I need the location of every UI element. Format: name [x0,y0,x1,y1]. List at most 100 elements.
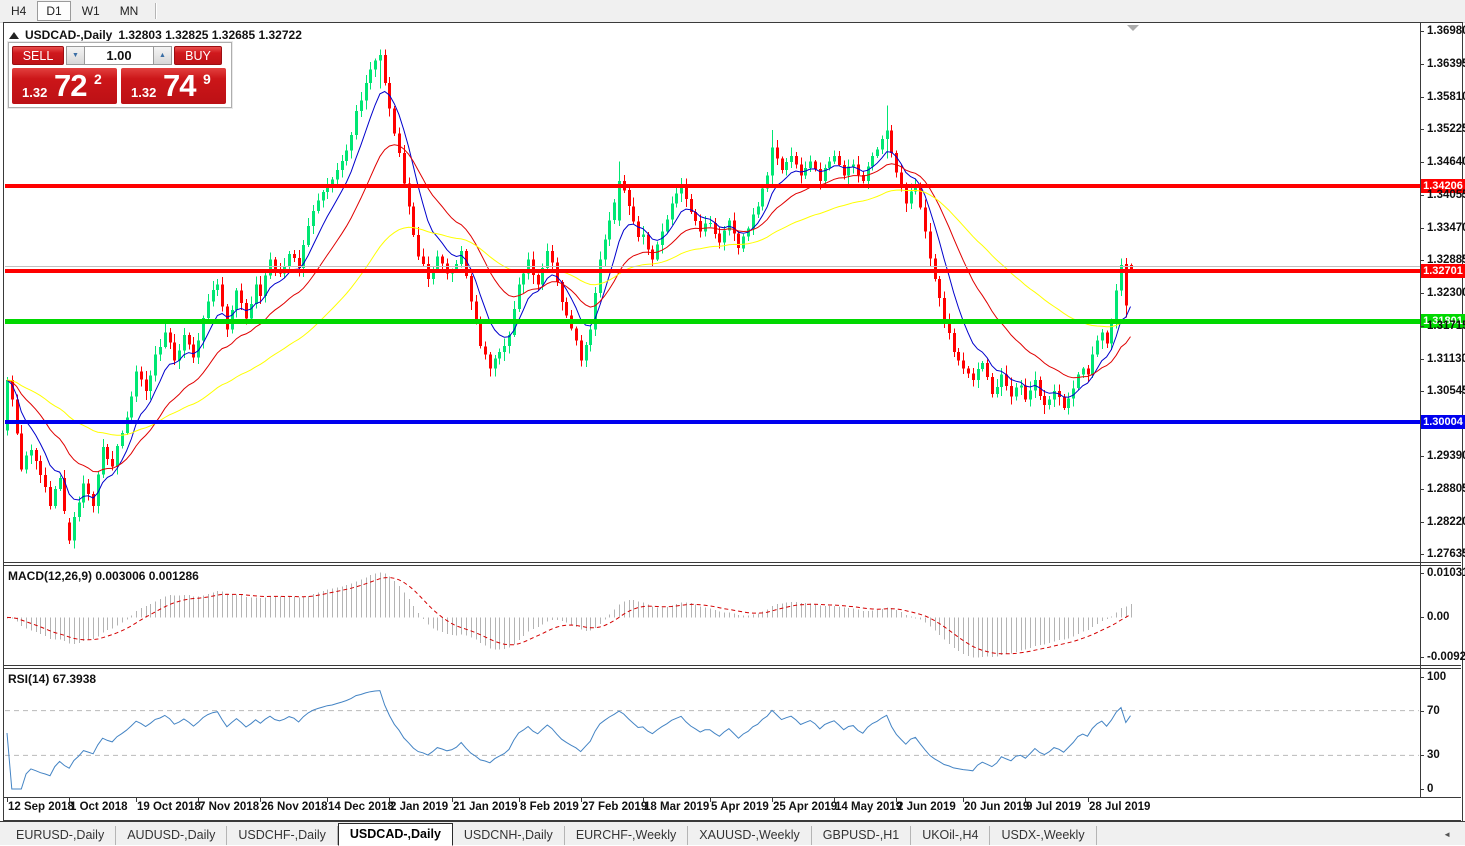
ma-slow-line [6,189,1131,436]
sell-price-panel[interactable]: 1.32 72 2 [12,68,117,104]
timeframe-button-d1[interactable]: D1 [37,1,71,21]
date-axis-label: 27 Feb 2019 [582,801,648,813]
price-axis-tick [1420,522,1424,523]
price-axis-tick-label: 1.30545 [1427,385,1465,397]
date-axis-tick [834,798,835,802]
rsi-separator-bottom [4,668,1461,669]
main-price-chart[interactable] [5,24,1419,561]
timeframe-toolbar: H4 D1 W1 MN [0,0,1465,23]
timeframe-button-w1[interactable]: W1 [81,4,100,18]
macd-indicator-chart[interactable] [5,567,1419,662]
ma-fast-line [6,90,1131,501]
rsi-axis-tick [1420,677,1424,678]
horizontal-level-line-1.30004[interactable] [5,420,1420,424]
sell-button[interactable]: SELL [12,46,64,65]
price-axis-tick-label: 1.36980 [1427,25,1465,37]
date-axis-label: 20 Jun 2019 [964,801,1030,813]
macd-histogram [7,572,1132,658]
one-click-trading-widget: SELL ▼ 1.00 ▲ BUY 1.32 72 2 1.32 74 9 [8,42,232,108]
date-axis-tick [7,798,8,802]
collapse-triangle-icon[interactable] [9,31,19,39]
date-axis-tick [389,798,390,802]
horizontal-level-line[interactable] [5,266,1420,267]
date-axis-tick [260,798,261,802]
rsi-axis-tick [1420,711,1424,712]
date-axis-tick [452,798,453,802]
date-axis-label: 5 Apr 2019 [711,801,769,813]
tab-scroll-arrow-icon[interactable]: ◄ [1443,830,1451,839]
macd-axis-tick-label: 0.010311 [1427,567,1465,579]
price-axis-tick [1420,129,1424,130]
rsi-label: RSI(14) 67.3938 [8,672,97,686]
price-axis-tick-label: 1.29390 [1427,450,1465,462]
rsi-line [6,690,1131,790]
macd-axis-tick [1420,617,1424,618]
buy-button[interactable]: BUY [174,46,222,65]
tab-usdx-weekly[interactable]: USDX-,Weekly [990,826,1097,845]
macd-signal-line [6,576,1131,655]
date-axis-label: 8 Feb 2019 [520,801,579,813]
volume-decrease-button[interactable]: ▼ [66,46,85,65]
window-bottom-border [4,820,1461,821]
timeframe-button-h4[interactable]: H4 [11,4,27,18]
rsi-separator-top[interactable] [4,665,1461,666]
rsi-indicator-chart[interactable] [5,670,1419,796]
price-level-label: 1.32701 [1421,264,1465,278]
date-axis-label: 2 Jun 2019 [897,801,956,813]
date-axis-tick [1088,798,1089,802]
price-level-label: 1.34206 [1421,179,1465,193]
timeframe-button-mn[interactable]: MN [119,4,139,18]
price-axis-tick [1420,228,1424,229]
horizontal-level-line-1.31801[interactable] [5,319,1420,324]
date-axis-tick [643,798,644,802]
price-axis-tick-label: 1.28220 [1427,516,1465,528]
sell-price-prefix: 1.32 [22,85,48,100]
tab-xauusd-weekly[interactable]: XAUUSD-,Weekly [688,826,812,845]
date-axis-label: 2 Jan 2019 [390,801,449,813]
tab-usdchf-daily[interactable]: USDCHF-,Daily [227,826,338,845]
price-axis-tick-label: 1.32300 [1427,287,1465,299]
price-axis-tick-label: 1.28805 [1427,483,1465,495]
buy-price-panel[interactable]: 1.32 74 9 [121,68,226,104]
tab-audusd-daily[interactable]: AUDUSD-,Daily [116,826,228,845]
tab-usdcnh-daily[interactable]: USDCNH-,Daily [453,826,565,845]
date-axis-label: 7 Nov 2018 [199,801,260,813]
date-axis-separator [4,797,1461,798]
date-axis-label: 28 Jul 2019 [1089,801,1151,813]
volume-input[interactable]: 1.00 [85,46,153,65]
tab-eurusd-daily[interactable]: EURUSD-,Daily [5,826,117,845]
horizontal-level-line-1.34206[interactable] [5,184,1420,188]
volume-increase-button[interactable]: ▲ [153,46,172,65]
rsi-axis-tick-label: 30 [1427,749,1440,761]
macd-axis-tick-label: -0.009203 [1427,651,1465,663]
sell-price-big: 72 [54,68,87,103]
horizontal-level-line-1.32701[interactable] [5,269,1420,273]
macd-label: MACD(12,26,9) 0.003006 0.001286 [8,569,199,583]
date-axis-tick [519,798,520,802]
macd-axis-tick-label: 0.00 [1427,611,1450,623]
date-axis-tick [581,798,582,802]
toolbar-separator [155,3,157,19]
tab-ukoil-h4[interactable]: UKOil-,H4 [911,826,991,845]
price-axis-tick-label: 1.31715 [1427,320,1465,332]
price-axis-tick-label: 1.36395 [1427,58,1465,70]
tab-eurchf-weekly[interactable]: EURCHF-,Weekly [565,826,689,845]
price-axis-tick [1420,326,1424,327]
candles [6,49,1133,549]
symbol-period-label: USDCAD-,Daily [25,28,113,42]
tab-usdcad-daily[interactable]: USDCAD-,Daily [337,823,453,846]
chart-shift-marker-icon[interactable] [1127,25,1139,31]
price-axis-tick [1420,554,1424,555]
date-axis-label: 21 Jan 2019 [453,801,518,813]
tab-gbpusd-h1[interactable]: GBPUSD-,H1 [812,826,912,845]
price-axis-tick [1420,391,1424,392]
date-axis-label: 18 Mar 2019 [644,801,710,813]
rsi-axis-tick [1420,755,1424,756]
date-axis-label: 19 Oct 2018 [137,801,201,813]
price-axis-tick-label: 1.33470 [1427,222,1465,234]
date-axis-label: 12 Sep 2018 [8,801,74,813]
price-axis-tick [1420,293,1424,294]
date-axis-label: 14 May 2019 [835,801,903,813]
macd-separator-top[interactable] [4,562,1461,563]
buy-price-prefix: 1.32 [131,85,157,100]
